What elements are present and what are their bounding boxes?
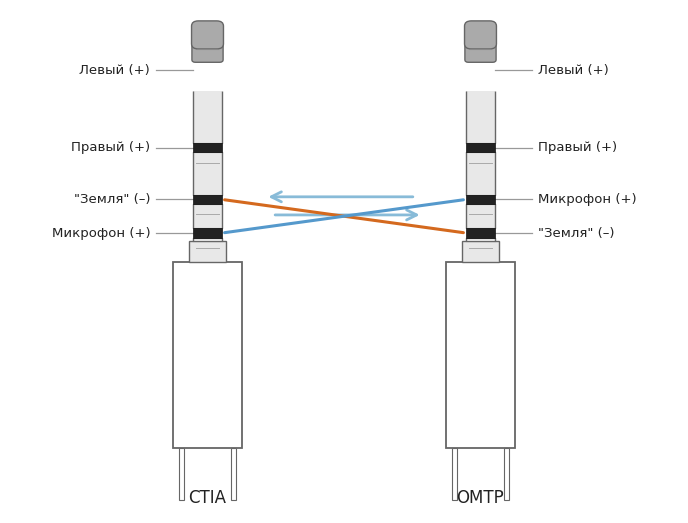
Bar	[193, 237, 222, 241]
Text: CTIA: CTIA	[189, 490, 226, 507]
Text: OMTP: OMTP	[457, 490, 504, 507]
Bar	[466, 195, 495, 204]
Bar	[230, 448, 236, 499]
Text: Микрофон (+): Микрофон (+)	[538, 193, 636, 206]
Bar	[193, 195, 222, 204]
FancyBboxPatch shape	[192, 39, 223, 62]
Bar	[452, 448, 458, 499]
FancyBboxPatch shape	[465, 39, 496, 62]
Text: Левый (+): Левый (+)	[79, 64, 150, 76]
Text: "Земля" (–): "Земля" (–)	[74, 193, 150, 206]
Text: Правый (+): Правый (+)	[71, 141, 150, 154]
Bar	[466, 91, 495, 143]
Bar	[193, 152, 222, 195]
Text: Правый (+): Правый (+)	[538, 141, 617, 154]
Bar	[466, 152, 495, 195]
Bar	[193, 143, 222, 152]
Bar	[462, 241, 499, 262]
Bar	[466, 237, 495, 241]
Bar	[504, 448, 509, 499]
Text: Левый (+): Левый (+)	[538, 64, 609, 76]
Bar	[466, 204, 495, 229]
Bar	[173, 262, 241, 448]
FancyBboxPatch shape	[191, 21, 224, 49]
Text: "Земля" (–): "Земля" (–)	[538, 226, 614, 240]
Bar	[193, 91, 222, 143]
Bar	[447, 262, 515, 448]
FancyBboxPatch shape	[464, 21, 497, 49]
Bar	[193, 229, 222, 237]
Bar	[466, 229, 495, 237]
Bar	[179, 448, 184, 499]
Bar	[189, 241, 226, 262]
Text: Микрофон (+): Микрофон (+)	[52, 226, 150, 240]
Bar	[466, 143, 495, 152]
Bar	[193, 204, 222, 229]
